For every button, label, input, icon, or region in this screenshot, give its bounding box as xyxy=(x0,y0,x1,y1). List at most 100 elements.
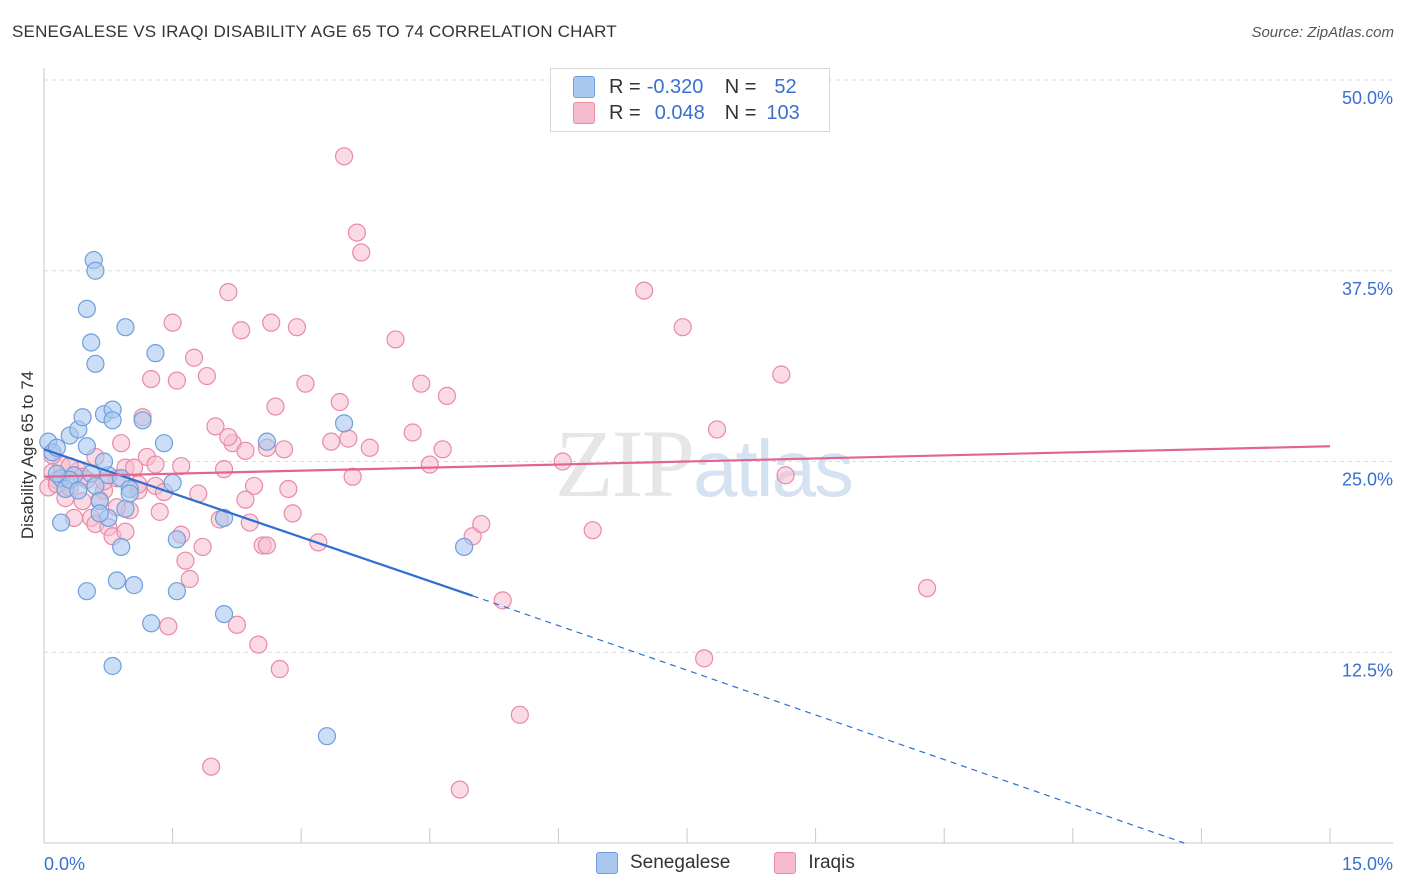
senegalese-point xyxy=(214,508,234,528)
senegalese-point xyxy=(116,318,135,337)
senegalese-trend-extension xyxy=(472,595,1185,844)
iraqis-point xyxy=(386,330,405,349)
iraqis-point xyxy=(334,147,354,166)
iraqis-point xyxy=(274,440,294,459)
senegalese-point xyxy=(73,408,92,427)
legend-item-senegalese: Senegalese xyxy=(596,852,730,874)
senegalese-point xyxy=(103,656,122,676)
legend-label-iraqis: Iraqis xyxy=(808,852,855,873)
senegalese-point xyxy=(167,530,186,549)
iraqis-point xyxy=(249,635,268,654)
iraqis-point xyxy=(219,283,238,302)
iraqis-point xyxy=(412,374,431,393)
legend-r-value: 0.048 xyxy=(654,101,705,124)
senegalese-point xyxy=(120,484,139,503)
iraqis-point xyxy=(287,318,307,337)
iraqis-point xyxy=(352,243,371,262)
senegalese-point xyxy=(86,354,105,373)
series-legend: Senegalese Iraqis xyxy=(596,852,899,874)
senegalese-point xyxy=(142,614,161,633)
iraqis-point xyxy=(266,397,285,416)
senegalese-point xyxy=(317,727,337,746)
senegalese-point xyxy=(82,333,101,352)
iraqis-point xyxy=(206,417,225,436)
legend-n-value: 52 xyxy=(774,75,797,98)
senegalese-point xyxy=(47,464,66,483)
iraqis-point xyxy=(917,579,937,598)
senegalese-point xyxy=(146,344,165,363)
senegalese-point xyxy=(124,576,144,595)
iraqis-point xyxy=(197,366,216,386)
iraqis-point xyxy=(159,617,178,636)
iraqis-point xyxy=(142,369,161,389)
iraqis-point xyxy=(420,455,439,474)
iraqis-point xyxy=(433,440,452,459)
y-tick-label: 50.0% xyxy=(1342,88,1393,108)
y-tick-label: 12.5% xyxy=(1342,660,1393,680)
iraqis-point xyxy=(236,441,255,460)
legend-label-senegalese: Senegalese xyxy=(630,852,731,873)
iraqis-point xyxy=(472,514,491,534)
iraqis-point xyxy=(112,434,131,453)
senegalese-point xyxy=(77,437,96,456)
iraqis-point xyxy=(257,536,277,555)
senegalese-point xyxy=(154,434,174,453)
iraqis-point xyxy=(116,522,135,541)
senegalese-point xyxy=(116,499,135,518)
senegalese-point xyxy=(257,432,277,451)
legend-n-label: N = xyxy=(724,101,757,124)
iraqis-point xyxy=(184,348,204,367)
iraqis-point xyxy=(227,615,246,634)
legend-item-iraqis: Iraqis xyxy=(774,852,855,874)
senegalese-point xyxy=(77,582,96,601)
iraqis-point xyxy=(553,452,572,471)
iraqis-point xyxy=(296,374,315,393)
iraqis-point xyxy=(437,386,457,405)
senegalese-point xyxy=(167,582,186,601)
iraqis-point xyxy=(279,479,298,499)
iraqis-point xyxy=(583,521,602,540)
legend-row-iraqis: R = 0.048 N = 103 xyxy=(573,101,800,125)
x-tick-label: 15.0% xyxy=(1342,854,1393,874)
legend-r-label: R = xyxy=(609,101,641,124)
iraqis-point xyxy=(270,659,289,679)
iraqis-point xyxy=(347,223,367,242)
iraqis-point xyxy=(163,313,182,332)
iraqis-point xyxy=(343,467,362,486)
iraqis-point xyxy=(236,490,255,509)
source-label: Source: ZipAtlas.com xyxy=(1251,24,1394,41)
senegalese-point xyxy=(77,299,96,318)
iraqis-point xyxy=(202,757,221,776)
senegalese-point xyxy=(454,537,474,557)
iraqis-point xyxy=(707,420,727,439)
iraqis-point xyxy=(322,432,341,451)
iraqis-point xyxy=(776,466,795,485)
watermark-atlas: atlas xyxy=(693,424,854,513)
iraqis-point xyxy=(450,780,469,799)
iraqis-point xyxy=(673,318,692,337)
legend-r-value: -0.320 xyxy=(646,75,704,98)
iraqis-point xyxy=(493,591,512,610)
iraqis-point xyxy=(146,455,165,474)
senegalese-point xyxy=(69,481,88,500)
senegalese-swatch xyxy=(573,76,595,98)
iraqis-swatch xyxy=(774,852,797,874)
iraqis-point xyxy=(510,705,529,724)
iraqis-point xyxy=(150,502,169,521)
iraqis-point xyxy=(244,476,264,496)
iraqis-point xyxy=(330,392,349,412)
iraqis-point xyxy=(176,551,195,570)
iraqis-point xyxy=(172,456,191,476)
senegalese-point xyxy=(112,537,131,557)
y-tick-label: 37.5% xyxy=(1342,279,1393,299)
senegalese-point xyxy=(163,473,182,492)
y-tick-label: 25.0% xyxy=(1342,470,1393,490)
iraqis-trend-line xyxy=(43,445,1331,478)
senegalese-point xyxy=(86,261,105,280)
iraqis-point xyxy=(167,371,186,390)
senegalese-point xyxy=(334,414,354,433)
iraqis-point xyxy=(695,649,714,668)
iraqis-point xyxy=(262,313,281,332)
legend-n-label: N = xyxy=(724,75,757,98)
